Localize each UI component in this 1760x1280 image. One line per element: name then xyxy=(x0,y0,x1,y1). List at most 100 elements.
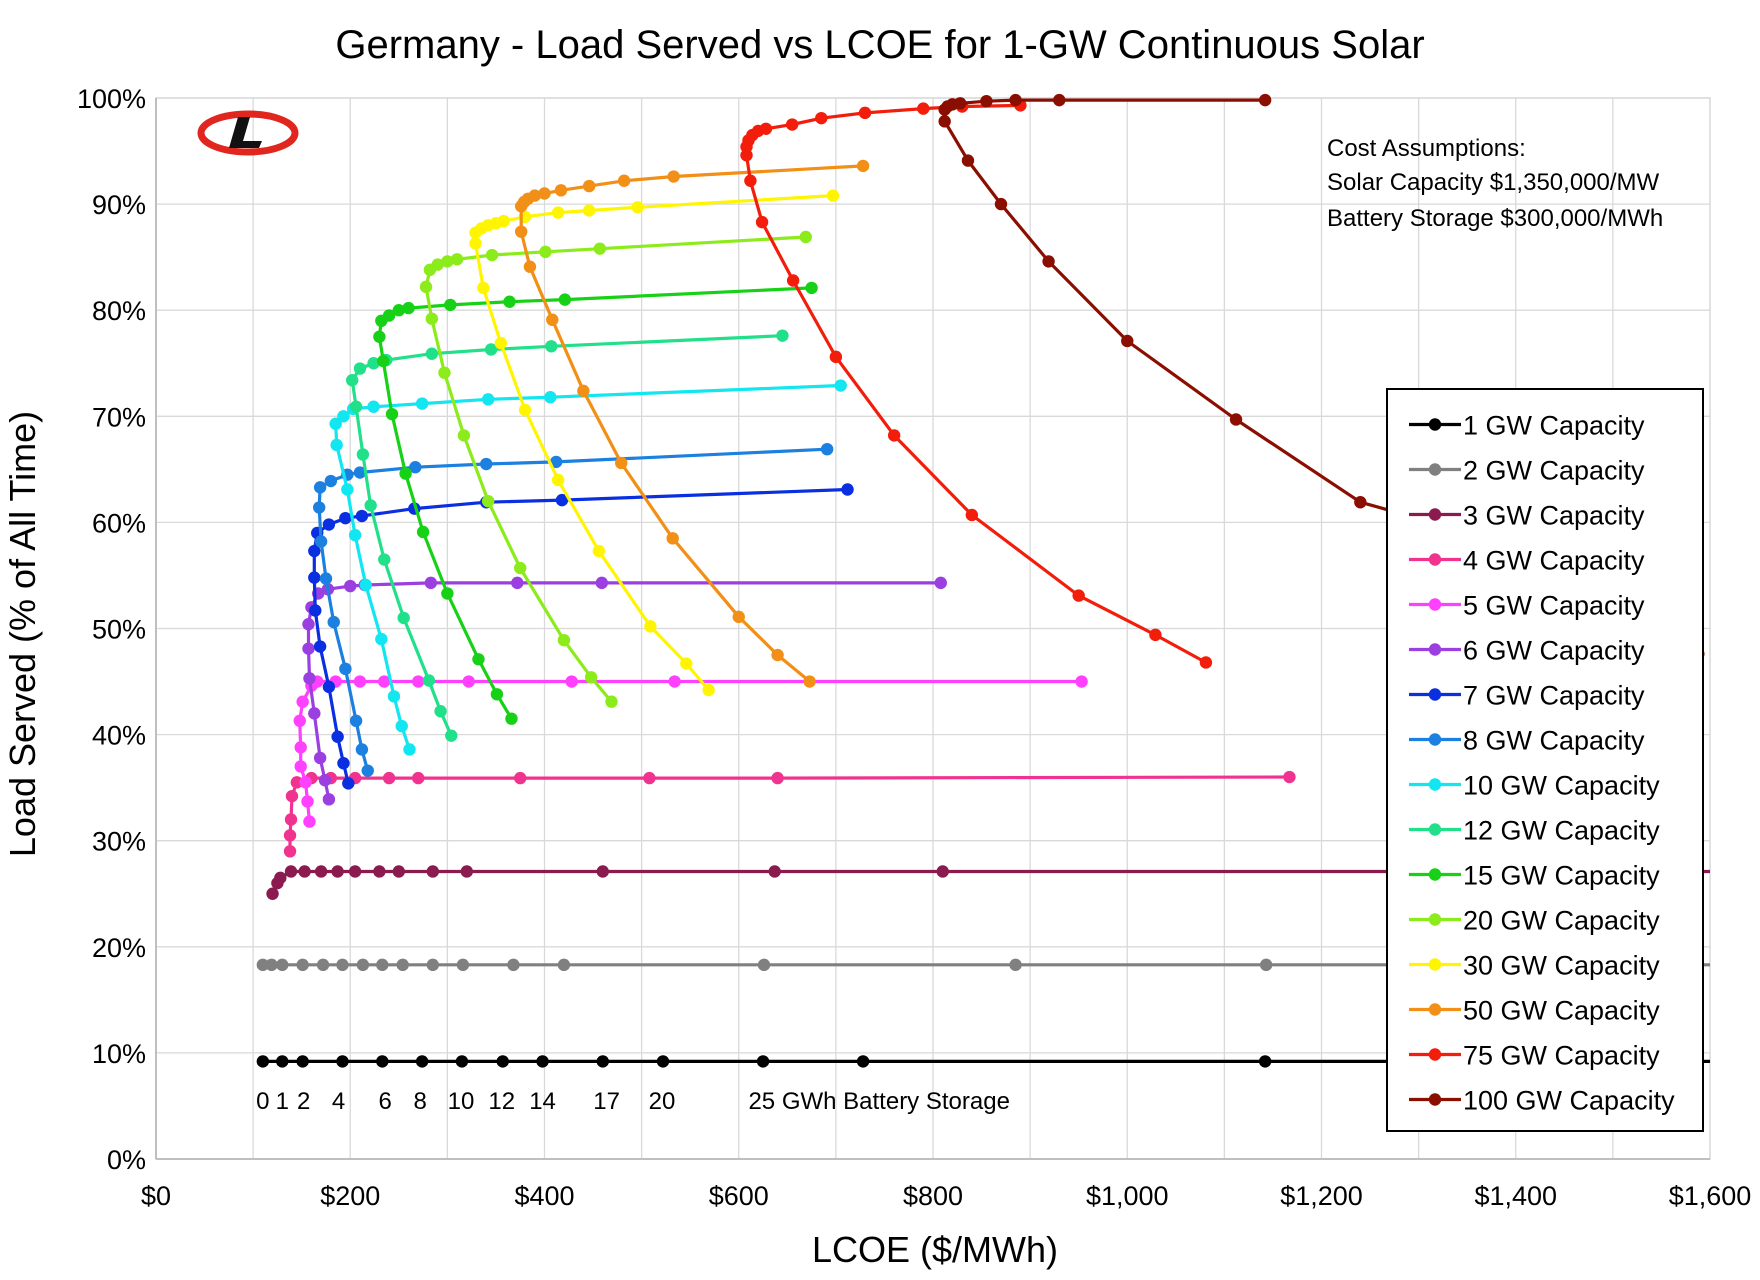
data-point xyxy=(744,174,757,187)
data-point xyxy=(345,374,359,387)
battery-storage-label: 25 GWh Battery Storage xyxy=(748,1088,1009,1115)
data-point xyxy=(313,751,327,765)
data-point xyxy=(980,94,993,108)
data-point xyxy=(656,1055,670,1068)
legend-label: 5 GW Capacity xyxy=(1463,591,1645,621)
data-point xyxy=(376,1055,389,1068)
legend-swatch-marker xyxy=(1428,508,1442,521)
legend-label: 30 GW Capacity xyxy=(1463,951,1660,981)
y-tick-label: 60% xyxy=(92,508,146,538)
x-tick-label: $400 xyxy=(514,1181,574,1211)
data-point xyxy=(558,293,572,306)
data-point xyxy=(615,456,628,470)
data-point xyxy=(557,958,571,972)
data-point xyxy=(1259,958,1273,972)
data-point xyxy=(382,309,396,322)
data-point xyxy=(605,695,618,708)
series-3-gw-capacity xyxy=(266,865,1710,900)
series-4-gw-capacity xyxy=(283,770,1296,858)
data-point xyxy=(496,1055,509,1068)
data-point xyxy=(457,429,471,442)
legend-swatch-marker xyxy=(1428,778,1442,791)
data-point xyxy=(396,958,409,972)
data-point xyxy=(367,400,380,413)
data-point xyxy=(759,122,773,135)
data-point xyxy=(331,730,344,743)
y-tick-label: 80% xyxy=(92,296,146,326)
data-point xyxy=(378,675,391,688)
data-point xyxy=(481,393,495,406)
data-point xyxy=(565,675,578,688)
legend-entry: 7 GW Capacity xyxy=(1409,681,1645,711)
data-point xyxy=(373,865,386,878)
legend-entry: 5 GW Capacity xyxy=(1409,591,1645,621)
data-point xyxy=(938,115,951,128)
data-point xyxy=(776,329,789,342)
data-point xyxy=(342,777,355,790)
data-point xyxy=(302,642,315,655)
data-point xyxy=(1075,675,1088,688)
data-point xyxy=(536,1055,549,1068)
data-point xyxy=(785,118,799,131)
data-point xyxy=(318,774,332,787)
data-point xyxy=(359,578,372,592)
data-point xyxy=(994,197,1008,211)
data-point xyxy=(815,111,828,125)
series-line xyxy=(350,334,783,737)
data-point xyxy=(755,215,769,229)
legend-entry: 4 GW Capacity xyxy=(1409,546,1645,576)
data-point xyxy=(402,301,415,315)
data-point xyxy=(511,576,524,590)
data-point xyxy=(426,865,440,878)
data-point xyxy=(355,509,369,523)
logo-ring xyxy=(197,110,299,156)
data-point xyxy=(303,815,316,828)
data-point xyxy=(355,743,369,756)
battery-storage-label: 2 xyxy=(297,1088,310,1115)
data-point xyxy=(327,615,340,629)
x-tick-label: $600 xyxy=(709,1181,769,1211)
data-point xyxy=(856,159,870,173)
data-point xyxy=(596,1055,609,1068)
data-point xyxy=(456,958,470,972)
data-point xyxy=(382,771,396,785)
data-point xyxy=(319,572,333,585)
series-line xyxy=(424,235,806,703)
data-point xyxy=(348,528,362,542)
data-point xyxy=(961,154,975,167)
legend-label: 7 GW Capacity xyxy=(1463,681,1645,711)
legend-swatch-marker xyxy=(1428,1048,1442,1061)
data-point xyxy=(460,865,473,878)
y-tick-label: 90% xyxy=(92,190,146,220)
x-tick-label: $800 xyxy=(903,1181,963,1211)
data-point xyxy=(757,958,771,972)
legend: 1 GW Capacity 2 GW Capacity 3 GW Capacity 4… xyxy=(1386,388,1704,1132)
data-point xyxy=(582,204,596,217)
battery-storage-label: 20 xyxy=(649,1088,676,1115)
data-point xyxy=(294,741,307,754)
x-axis-label: LCOE ($/MWh) xyxy=(812,1229,1058,1270)
data-point xyxy=(353,466,367,479)
data-point xyxy=(415,397,429,410)
legend-label: 3 GW Capacity xyxy=(1463,501,1645,531)
legend-entry: 10 GW Capacity xyxy=(1409,771,1660,801)
series-6-gw-capacity xyxy=(302,576,947,806)
x-tick-label: $0 xyxy=(141,1181,171,1211)
series-line xyxy=(271,869,1710,895)
data-point xyxy=(702,683,715,697)
data-point xyxy=(557,633,571,647)
data-point xyxy=(444,298,457,312)
y-tick-label: 20% xyxy=(92,933,146,963)
battery-storage-labels: 0 1 2 4 6 8 10 12 14 17 20 25 GWh Battery Storage xyxy=(256,1088,1010,1115)
series-2-gw-capacity xyxy=(256,958,1710,972)
data-point xyxy=(431,258,444,271)
data-point xyxy=(337,410,350,423)
data-point xyxy=(308,571,321,584)
data-point xyxy=(294,760,307,773)
data-point xyxy=(1121,334,1134,348)
data-point xyxy=(356,958,370,972)
axes xyxy=(155,98,1710,1160)
data-point xyxy=(376,958,389,972)
data-point xyxy=(507,958,520,972)
battery-storage-label: 10 xyxy=(448,1088,475,1115)
